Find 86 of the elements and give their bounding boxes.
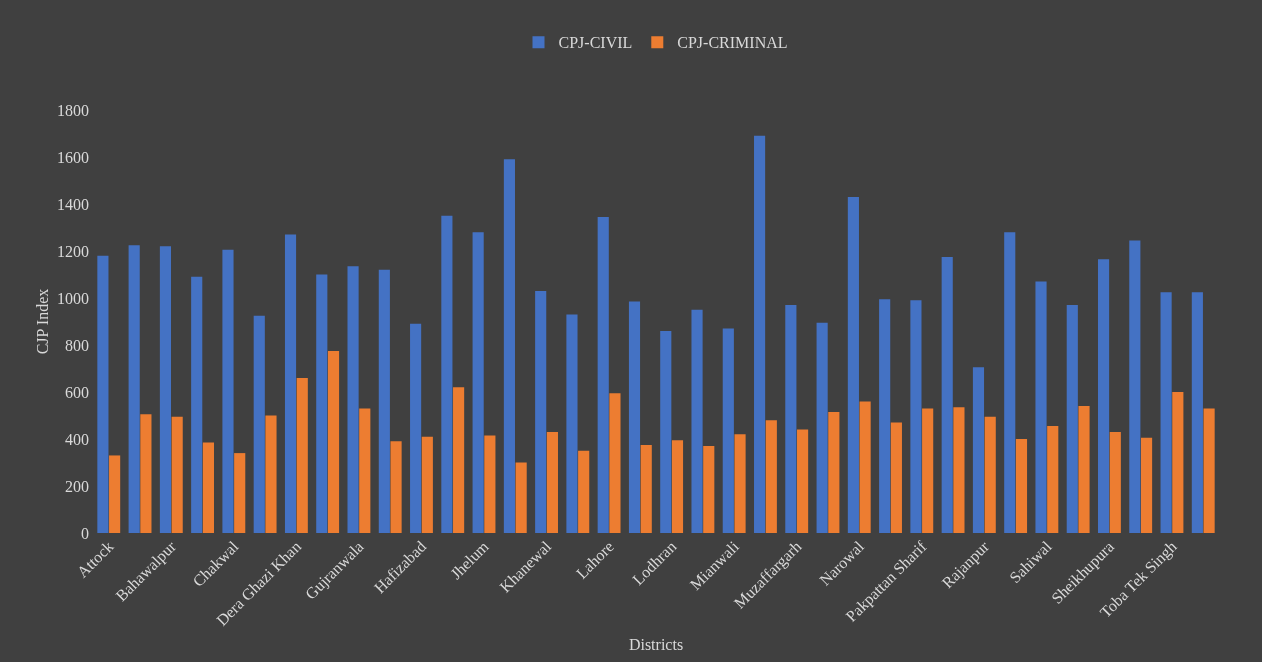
bar <box>359 408 371 533</box>
x-axis-title: Districts <box>628 635 684 653</box>
bar <box>327 350 340 533</box>
bar <box>1097 259 1110 533</box>
bar <box>1047 426 1059 533</box>
y-tick-label: 400 <box>65 430 89 448</box>
bar <box>1140 437 1153 533</box>
bar <box>1015 439 1028 533</box>
bar <box>797 429 809 533</box>
bar <box>578 450 590 533</box>
bar <box>671 440 684 533</box>
bar <box>734 434 746 533</box>
bar <box>140 414 152 533</box>
bar <box>347 266 359 533</box>
bar <box>390 441 402 533</box>
bar <box>910 300 922 533</box>
bar <box>691 309 703 533</box>
bar <box>566 314 578 533</box>
bar <box>202 442 215 533</box>
bar <box>515 462 527 533</box>
bar <box>253 315 265 533</box>
y-tick-label: 1400 <box>57 195 89 213</box>
bar <box>890 422 902 533</box>
bar <box>754 135 766 533</box>
bar <box>191 276 203 533</box>
bar <box>265 415 277 533</box>
bar <box>816 322 828 533</box>
bar <box>597 216 609 533</box>
bar <box>97 255 109 533</box>
bar <box>316 274 328 533</box>
bar <box>609 393 621 533</box>
bar <box>941 256 953 533</box>
bar <box>128 245 140 533</box>
bar <box>1203 408 1215 533</box>
bar <box>472 232 484 533</box>
bar <box>1160 292 1172 533</box>
y-tick-label: 1000 <box>57 289 89 307</box>
bar <box>222 249 234 533</box>
bar <box>296 377 308 533</box>
bar <box>484 435 496 533</box>
bar <box>421 436 433 533</box>
bar <box>972 367 985 533</box>
bar <box>785 305 797 533</box>
bar <box>441 215 453 533</box>
bar <box>1109 431 1121 533</box>
bar <box>535 290 547 533</box>
bar <box>159 246 172 533</box>
bar <box>953 407 965 533</box>
bar <box>847 196 859 533</box>
bar <box>922 408 934 533</box>
y-tick-label: 1600 <box>57 148 89 166</box>
y-axis-title: CJP Index <box>34 288 51 355</box>
bar <box>628 301 641 533</box>
bar <box>1066 305 1078 533</box>
y-tick-label: 1200 <box>57 242 89 260</box>
bar <box>410 323 422 533</box>
bar <box>859 401 871 533</box>
y-tick-label: 200 <box>65 477 89 495</box>
legend-label: CPJ-CRIMINAL <box>677 34 788 52</box>
bar <box>1035 281 1047 533</box>
bar <box>660 330 672 533</box>
bar <box>879 299 891 533</box>
bar <box>171 416 183 533</box>
bar <box>1078 406 1090 533</box>
bar <box>453 387 465 533</box>
bar <box>828 411 840 533</box>
bar <box>503 159 515 533</box>
bar <box>1129 240 1141 533</box>
bar <box>1191 292 1203 533</box>
legend-label: CPJ-CIVIL <box>558 34 633 52</box>
bar <box>109 455 121 533</box>
bar <box>234 453 246 533</box>
y-tick-label: 1800 <box>57 101 89 119</box>
y-tick-label: 0 <box>81 524 89 542</box>
bar <box>378 269 390 533</box>
y-tick-label: 600 <box>65 383 89 401</box>
bar <box>722 328 734 533</box>
bar <box>284 234 297 533</box>
bar <box>1004 232 1016 533</box>
bar <box>640 444 652 533</box>
bar <box>703 446 715 533</box>
bar <box>765 420 777 533</box>
y-tick-label: 800 <box>65 336 89 354</box>
bar <box>1172 392 1184 533</box>
bar <box>984 416 996 533</box>
bar <box>546 431 558 533</box>
